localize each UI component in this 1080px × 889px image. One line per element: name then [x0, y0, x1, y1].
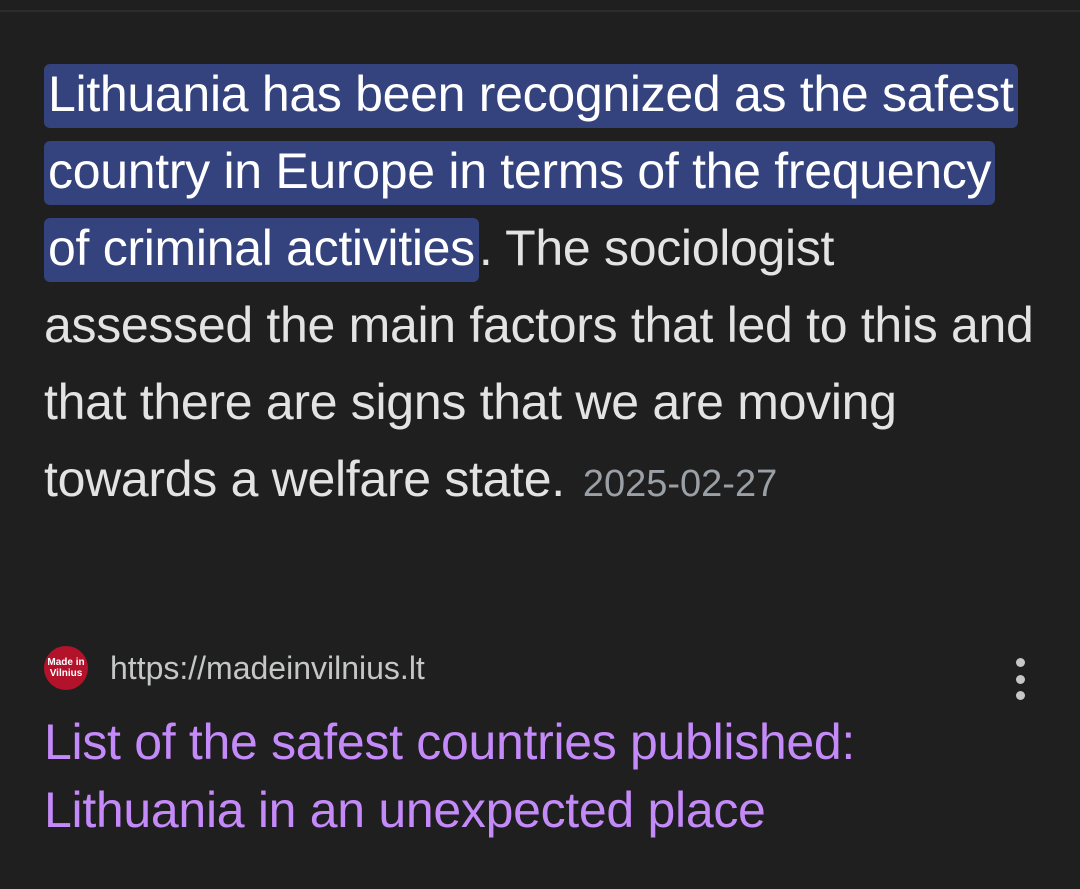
more-options-button[interactable]: [1000, 654, 1040, 704]
snippet-date: 2025-02-27: [582, 463, 778, 505]
source-url[interactable]: https://madeinvilnius.lt: [110, 649, 425, 686]
top-divider: [0, 10, 1080, 12]
result-source[interactable]: Made in Vilnius https://madeinvilnius.lt: [44, 646, 425, 690]
more-vert-icon: [1015, 691, 1025, 700]
snippet-rest: . The sociologist assessed the main fact…: [44, 220, 1034, 507]
result-title-link[interactable]: List of the safest countries published: …: [44, 714, 856, 838]
more-vert-icon: [1015, 658, 1025, 667]
featured-snippet-text: Lithuania has been recognized as the saf…: [44, 56, 1044, 523]
snippet-highlight: Lithuania has been recognized as the saf…: [44, 64, 1018, 282]
site-favicon-icon: Made in Vilnius: [44, 646, 88, 690]
more-vert-icon: [1015, 674, 1025, 684]
